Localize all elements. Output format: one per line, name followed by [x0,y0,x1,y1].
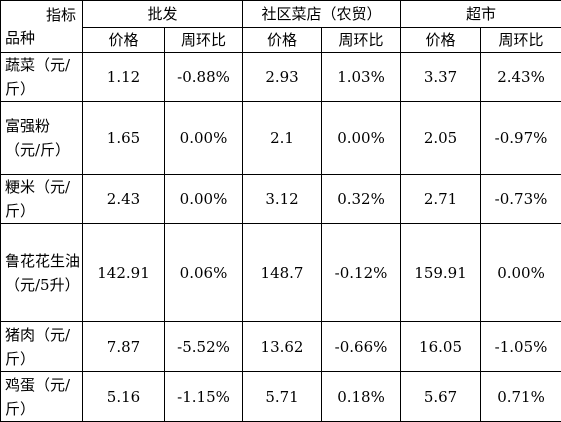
cell: 16.05 [401,322,481,372]
cell: 13.62 [243,322,322,372]
cell: -0.66% [322,322,401,372]
sub-header: 价格 [83,28,165,53]
cell: 159.91 [401,224,481,322]
sub-header: 周环比 [165,28,243,53]
group-header: 超市 [401,1,561,28]
cell: 2.43% [481,53,561,102]
item-name: 鸡蛋（元/斤） [1,372,83,422]
cell: 148.7 [243,224,322,322]
item-name: 猪肉（元/斤） [1,322,83,372]
cell: 0.00% [322,102,401,175]
cell: 2.93 [243,53,322,102]
cell: 2.43 [83,175,165,224]
data-row: 猪肉（元/斤）7.87-5.52%13.62-0.66%16.05-1.05% [1,322,561,372]
cell: 5.67 [401,372,481,422]
sub-header: 价格 [243,28,322,53]
cell: -5.52% [165,322,243,372]
cell: 1.12 [83,53,165,102]
cell: 0.00% [481,224,561,322]
cell: -0.88% [165,53,243,102]
item-name: 鲁花花生油（元/5升） [1,224,83,322]
corner-top: 指标 [46,3,76,27]
item-name: 蔬菜（元/斤） [1,53,83,102]
item-name: 粳米（元/斤） [1,175,83,224]
cell: 0.00% [165,175,243,224]
cell: 1.03% [322,53,401,102]
cell: 3.12 [243,175,322,224]
cell: 0.18% [322,372,401,422]
group-header: 社区菜店（农贸） [243,1,401,28]
cell: -0.12% [322,224,401,322]
cell: 1.65 [83,102,165,175]
sub-header: 周环比 [322,28,401,53]
cell: -0.73% [481,175,561,224]
cell: 0.71% [481,372,561,422]
sub-header: 周环比 [481,28,561,53]
cell: 5.16 [83,372,165,422]
cell: 2.71 [401,175,481,224]
item-name: 富强粉（元/斤） [1,102,83,175]
cell: 0.00% [165,102,243,175]
corner-bottom: 品种 [5,26,35,50]
corner-cell: 指标 品种 [1,1,83,53]
cell: 2.1 [243,102,322,175]
cell: -0.97% [481,102,561,175]
cell: 0.32% [322,175,401,224]
group-header: 批发 [83,1,243,28]
cell: 0.06% [165,224,243,322]
cell: 5.71 [243,372,322,422]
cell: 7.87 [83,322,165,372]
cell: 3.37 [401,53,481,102]
sub-header: 价格 [401,28,481,53]
cell: 2.05 [401,102,481,175]
cell: 142.91 [83,224,165,322]
cell: -1.05% [481,322,561,372]
cell: -1.15% [165,372,243,422]
